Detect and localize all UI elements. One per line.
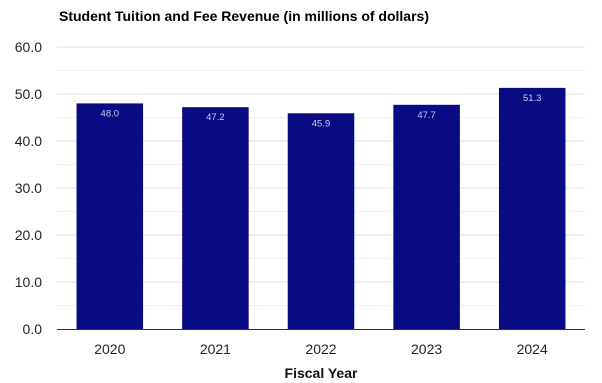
data-label-2024: 51.3 [523, 93, 542, 104]
x-tick-label-2021: 2021 [200, 341, 231, 357]
bar-2023 [393, 104, 460, 329]
y-tick-label: 20.0 [15, 227, 42, 243]
y-tick-label: 10.0 [15, 274, 42, 290]
data-label-2023: 47.7 [417, 110, 436, 121]
bar-2021 [182, 107, 249, 329]
y-tick-label: 60.0 [15, 39, 42, 55]
y-tick-labels: 0.0 10.0 20.0 30.0 40.0 50.0 60.0 [15, 39, 42, 337]
x-tick-labels: 2020 2021 2022 2023 2024 [94, 341, 548, 357]
bar-2024 [498, 87, 566, 329]
data-label-2021: 47.2 [206, 112, 225, 123]
y-tick-label: 40.0 [15, 133, 42, 149]
y-tick-label: 0.0 [23, 321, 43, 337]
bars [76, 87, 566, 330]
x-tick-label-2024: 2024 [517, 341, 548, 357]
y-tick-label: 50.0 [15, 86, 42, 102]
x-tick-label-2020: 2020 [94, 341, 125, 357]
x-tick-label-2023: 2023 [411, 341, 442, 357]
data-labels: 48.0 47.2 45.9 47.7 51.3 [101, 93, 542, 129]
y-tick-label: 30.0 [15, 180, 42, 196]
bar-2020 [76, 103, 144, 330]
x-tick-label-2022: 2022 [305, 341, 336, 357]
chart-title: Student Tuition and Fee Revenue (in mill… [59, 8, 429, 24]
bar-2022 [287, 113, 355, 330]
data-label-2022: 45.9 [312, 118, 331, 129]
data-label-2020: 48.0 [101, 108, 120, 119]
x-axis-title: Fiscal Year [285, 365, 358, 381]
